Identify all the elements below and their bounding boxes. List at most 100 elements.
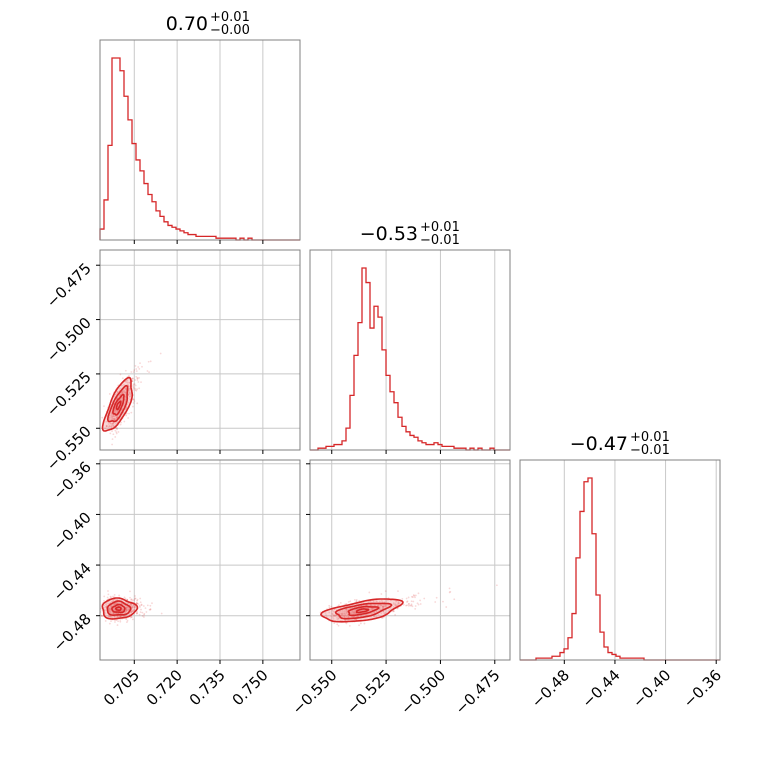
sample-point bbox=[129, 395, 132, 398]
sample-point bbox=[121, 609, 124, 612]
sample-point bbox=[495, 584, 498, 587]
sample-point bbox=[353, 598, 356, 601]
sample-point bbox=[130, 598, 133, 601]
sample-point bbox=[113, 409, 116, 412]
sample-point bbox=[100, 614, 103, 617]
sample-point bbox=[113, 409, 116, 412]
sample-point bbox=[116, 421, 119, 424]
sample-point bbox=[345, 608, 348, 611]
param-title-plus: +0.01 bbox=[210, 10, 250, 25]
sample-point bbox=[132, 384, 135, 387]
sample-point bbox=[121, 384, 123, 387]
sample-point bbox=[149, 608, 152, 610]
sample-point bbox=[375, 610, 378, 613]
sample-point bbox=[105, 424, 108, 427]
sample-point bbox=[394, 603, 397, 606]
sample-point bbox=[124, 597, 127, 600]
sample-point bbox=[113, 603, 116, 606]
sample-point bbox=[414, 596, 416, 599]
sample-point bbox=[139, 597, 142, 600]
sample-point bbox=[347, 619, 350, 621]
param-title-minus: −0.00 bbox=[210, 23, 250, 38]
sample-point bbox=[331, 612, 334, 615]
sample-point bbox=[124, 391, 127, 394]
contour-level bbox=[112, 393, 125, 416]
sample-point bbox=[384, 590, 387, 593]
sample-point bbox=[411, 596, 414, 599]
sample-point bbox=[380, 604, 382, 607]
sample-point bbox=[328, 606, 331, 609]
sample-point bbox=[130, 598, 133, 601]
sample-point bbox=[109, 432, 112, 435]
sample-point bbox=[118, 394, 121, 397]
sample-point bbox=[110, 620, 112, 623]
sample-point bbox=[136, 599, 138, 602]
sample-point bbox=[384, 605, 387, 607]
sample-point bbox=[127, 602, 130, 605]
sample-point bbox=[151, 602, 153, 605]
sample-point bbox=[114, 410, 117, 413]
sample-point bbox=[142, 605, 145, 607]
sample-point bbox=[119, 619, 122, 621]
sample-point bbox=[376, 600, 378, 603]
sample-point bbox=[340, 612, 342, 615]
sample-point bbox=[331, 608, 334, 611]
sample-point bbox=[129, 616, 132, 619]
sample-point bbox=[116, 598, 119, 601]
sample-point bbox=[128, 387, 131, 390]
sample-point bbox=[113, 616, 116, 619]
sample-point bbox=[112, 595, 114, 598]
sample-point bbox=[116, 602, 119, 605]
sample-point bbox=[139, 606, 141, 608]
y-tick-label: −0.475 bbox=[43, 259, 95, 311]
sample-point bbox=[353, 611, 355, 614]
sample-point bbox=[341, 612, 344, 615]
sample-point bbox=[125, 618, 128, 620]
sample-point bbox=[116, 397, 119, 400]
sample-point bbox=[423, 597, 426, 600]
sample-point bbox=[121, 400, 123, 402]
panel-frame bbox=[309, 249, 511, 451]
sample-point bbox=[346, 609, 349, 612]
sample-point bbox=[110, 412, 113, 415]
sample-point bbox=[377, 613, 380, 616]
sample-point bbox=[383, 605, 386, 608]
sample-point bbox=[343, 608, 346, 611]
sample-point bbox=[132, 371, 135, 373]
sample-point bbox=[113, 603, 115, 606]
panel-frame bbox=[99, 459, 301, 661]
x-tick-label: −0.36 bbox=[680, 666, 725, 711]
sample-point bbox=[410, 600, 413, 603]
sample-point bbox=[124, 395, 127, 398]
sample-point bbox=[128, 603, 131, 606]
sample-point bbox=[132, 405, 134, 408]
sample-point bbox=[133, 608, 135, 611]
sample-point bbox=[148, 608, 151, 611]
sample-point bbox=[370, 603, 373, 606]
sample-point bbox=[112, 612, 115, 615]
sample-point bbox=[107, 423, 110, 425]
sample-point bbox=[126, 381, 129, 384]
sample-point bbox=[134, 379, 137, 381]
sample-point bbox=[121, 390, 124, 393]
sample-point bbox=[109, 422, 112, 425]
sample-point bbox=[123, 615, 126, 618]
sample-point bbox=[132, 383, 135, 386]
sample-point bbox=[353, 611, 356, 613]
param-title-plus: +0.01 bbox=[630, 430, 670, 445]
sample-point bbox=[115, 415, 118, 418]
sample-point bbox=[416, 602, 419, 605]
sample-point bbox=[348, 624, 351, 627]
sample-point bbox=[110, 422, 113, 425]
scatter-p0-p1 bbox=[100, 352, 162, 446]
sample-point bbox=[382, 605, 384, 608]
sample-point bbox=[124, 407, 127, 410]
sample-point bbox=[125, 621, 128, 623]
sample-point bbox=[124, 394, 127, 397]
sample-point bbox=[385, 603, 388, 606]
sample-point bbox=[127, 401, 130, 404]
sample-point bbox=[382, 610, 385, 613]
sample-point bbox=[115, 416, 118, 419]
sample-point bbox=[392, 603, 395, 605]
sample-point bbox=[105, 605, 107, 608]
